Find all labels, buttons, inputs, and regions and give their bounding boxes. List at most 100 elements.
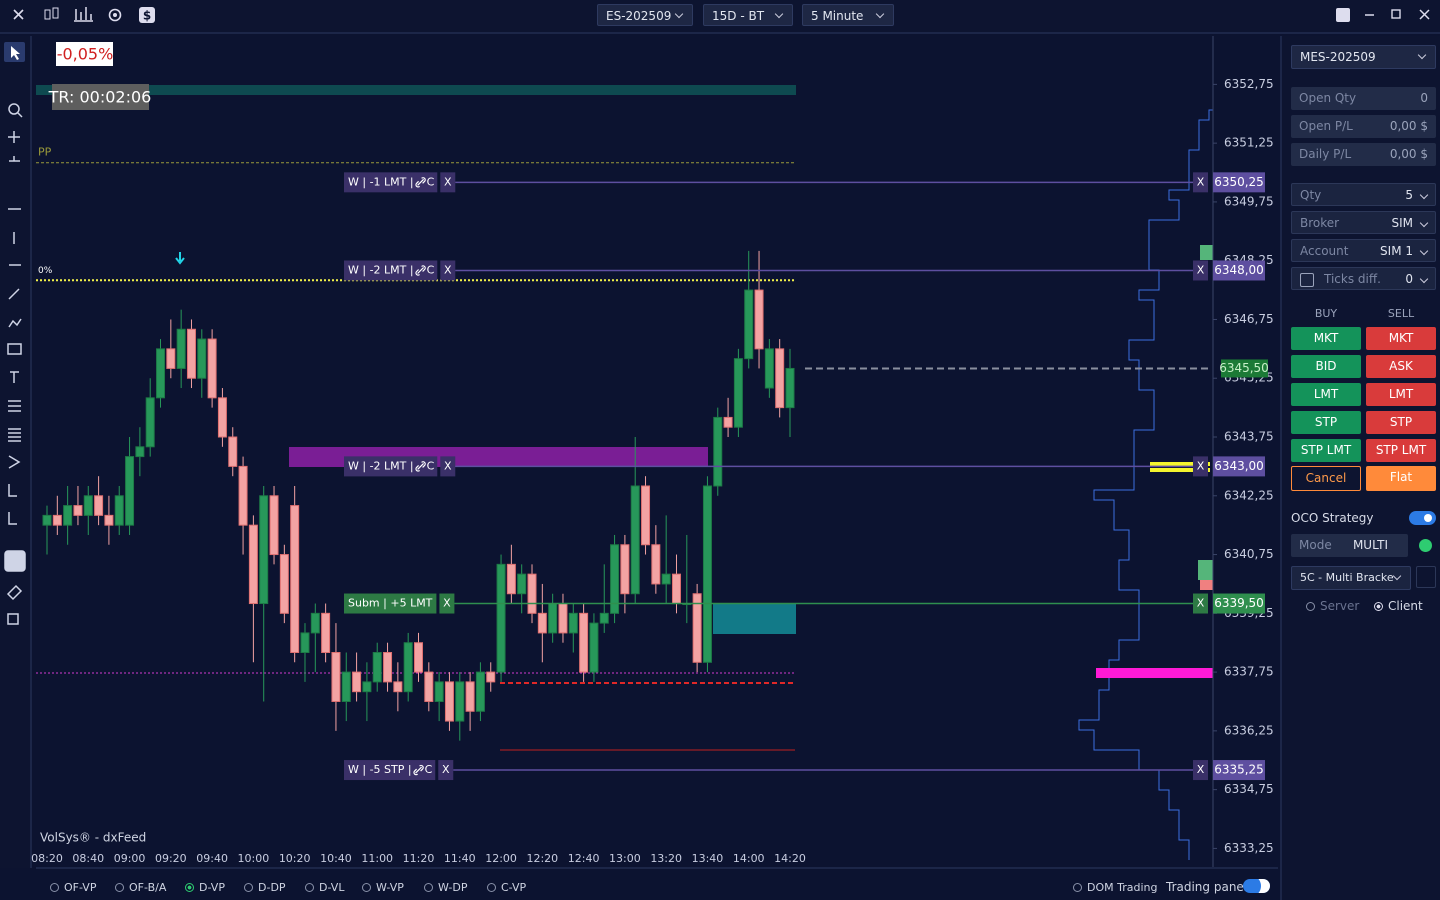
tab-option[interactable]: OF-VP bbox=[50, 881, 96, 894]
mode-row[interactable]: Mode MULTI bbox=[1291, 534, 1408, 557]
sell-button[interactable]: LMT bbox=[1366, 383, 1436, 406]
client-option[interactable]: Client bbox=[1374, 599, 1423, 613]
svg-text:$: $ bbox=[143, 9, 151, 23]
y-tick-label: 6336,25 bbox=[1224, 723, 1274, 737]
order-cancel-box[interactable] bbox=[1193, 260, 1208, 281]
order-cancel[interactable]: X bbox=[1197, 263, 1205, 276]
session-zone bbox=[36, 85, 796, 95]
sell-button[interactable]: MKT bbox=[1366, 327, 1436, 350]
flat-button[interactable]: Flat bbox=[1366, 466, 1436, 491]
setting-row[interactable]: Account SIM 1 bbox=[1291, 239, 1436, 262]
trading-panel-toggle[interactable] bbox=[1243, 879, 1270, 893]
tab-option[interactable]: W-VP bbox=[362, 881, 404, 894]
x-tick-label: 09:00 bbox=[114, 852, 146, 865]
stat-row: Open P/L 0,00 $ bbox=[1291, 115, 1436, 138]
order-cancel[interactable]: X bbox=[443, 597, 451, 610]
link-icon bbox=[413, 764, 424, 776]
strategy-settings[interactable] bbox=[1416, 566, 1436, 588]
order-cancel[interactable]: X bbox=[444, 263, 452, 276]
order-cancel[interactable]: X bbox=[1197, 597, 1205, 610]
server-label: Server bbox=[1320, 599, 1360, 613]
order-cancel-box[interactable] bbox=[1193, 456, 1208, 477]
order-cancel[interactable]: X bbox=[442, 763, 450, 776]
candle-body bbox=[403, 642, 413, 693]
radio bbox=[362, 883, 371, 892]
chart: -0,05% TR: 00:02:06 VolSys® - dxFeed PP 0… bbox=[31, 36, 1278, 869]
sell-button[interactable]: STP LMT bbox=[1366, 439, 1436, 462]
candle-body bbox=[785, 367, 795, 409]
buy-button[interactable]: STP bbox=[1291, 411, 1361, 434]
buy-button[interactable]: MKT bbox=[1291, 327, 1361, 350]
checkbox[interactable] bbox=[1300, 272, 1314, 287]
symbol-select[interactable]: ES-202509 bbox=[597, 4, 693, 26]
order-price: 6335,25 bbox=[1214, 763, 1264, 777]
cancel-button[interactable]: Cancel bbox=[1291, 466, 1361, 491]
order-tag: C bbox=[427, 263, 435, 276]
order-cancel[interactable]: X bbox=[1197, 763, 1205, 776]
tab-option[interactable]: D-VL bbox=[305, 881, 344, 894]
candle-body bbox=[630, 485, 640, 595]
last-price-badge bbox=[1221, 359, 1268, 378]
order-label-box[interactable] bbox=[344, 172, 438, 193]
x-tick-label: 10:00 bbox=[238, 852, 270, 865]
candle-body bbox=[496, 563, 506, 673]
order-cancel-box[interactable] bbox=[438, 760, 454, 781]
dom-option[interactable]: DOM Trading bbox=[1073, 881, 1157, 894]
range-select[interactable]: 15D - BT bbox=[703, 4, 793, 26]
order-cancel[interactable]: X bbox=[444, 459, 452, 472]
server-option[interactable]: Server bbox=[1306, 599, 1359, 613]
interval-select[interactable]: 5 Minute bbox=[802, 4, 894, 26]
x-tick-label: 13:00 bbox=[609, 852, 641, 865]
y-tick-label: 6333,25 bbox=[1224, 841, 1274, 855]
timer-label: TR: 00:02:06 bbox=[48, 88, 152, 107]
order-cancel[interactable]: X bbox=[444, 175, 452, 188]
order-label: W | -5 STP | bbox=[348, 763, 412, 776]
setting-value: 5 bbox=[1405, 188, 1413, 202]
order-label-box[interactable] bbox=[344, 593, 437, 614]
candle-body bbox=[238, 465, 248, 526]
tab-option[interactable]: W-DP bbox=[424, 881, 468, 894]
order-label-box[interactable] bbox=[344, 456, 438, 477]
order-cancel-box[interactable] bbox=[440, 172, 456, 193]
radio bbox=[1073, 883, 1082, 892]
order-cancel-box[interactable] bbox=[1193, 760, 1208, 781]
dom-label: DOM Trading bbox=[1087, 881, 1158, 894]
tab-option[interactable]: OF-B/A bbox=[115, 881, 166, 894]
buy-button[interactable]: LMT bbox=[1291, 383, 1361, 406]
tab-option[interactable]: D-DP bbox=[244, 881, 286, 894]
x-tick-label: 12:00 bbox=[485, 852, 517, 865]
setting-row[interactable]: Qty 5 bbox=[1291, 183, 1436, 206]
order-cancel[interactable]: X bbox=[1197, 459, 1205, 472]
order-cancel[interactable]: X bbox=[1197, 175, 1205, 188]
buy-button[interactable]: BID bbox=[1291, 355, 1361, 378]
setting-row[interactable]: Broker SIM bbox=[1291, 211, 1436, 234]
candle-body bbox=[434, 681, 444, 702]
order-cancel-box[interactable] bbox=[440, 260, 456, 281]
order-label-box[interactable] bbox=[344, 760, 436, 781]
candle-body bbox=[599, 612, 609, 624]
chevron bbox=[1419, 190, 1429, 200]
candle-body bbox=[341, 671, 351, 702]
setting-label: Broker bbox=[1300, 216, 1340, 230]
setting-label: Qty bbox=[1300, 188, 1322, 202]
order-cancel-box[interactable] bbox=[439, 593, 455, 614]
tab-option[interactable]: D-VP bbox=[185, 881, 225, 894]
link-icon bbox=[415, 265, 426, 276]
tab-option[interactable]: C-VP bbox=[487, 881, 526, 894]
setting-row[interactable]: Ticks diff. 0 bbox=[1291, 267, 1436, 290]
order-price-badge bbox=[1213, 260, 1265, 281]
buy-button[interactable]: STP LMT bbox=[1291, 439, 1361, 462]
order-cancel-box[interactable] bbox=[440, 456, 456, 477]
sell-button[interactable]: STP bbox=[1366, 411, 1436, 434]
stat-label: Open Qty bbox=[1299, 91, 1357, 105]
y-tick-label: 6349,75 bbox=[1224, 194, 1274, 208]
candle-body bbox=[156, 348, 166, 399]
order-cancel-box[interactable] bbox=[1193, 593, 1208, 614]
panel-symbol[interactable]: MES-202509 bbox=[1291, 45, 1436, 69]
sell-button[interactable]: ASK bbox=[1366, 355, 1436, 378]
order-label-box[interactable] bbox=[344, 260, 438, 281]
strategy-select[interactable]: 5C - Multi Bracke bbox=[1291, 566, 1411, 590]
candle-body bbox=[176, 328, 186, 369]
change-label: -0,05% bbox=[57, 45, 114, 64]
order-cancel-box[interactable] bbox=[1193, 172, 1208, 193]
